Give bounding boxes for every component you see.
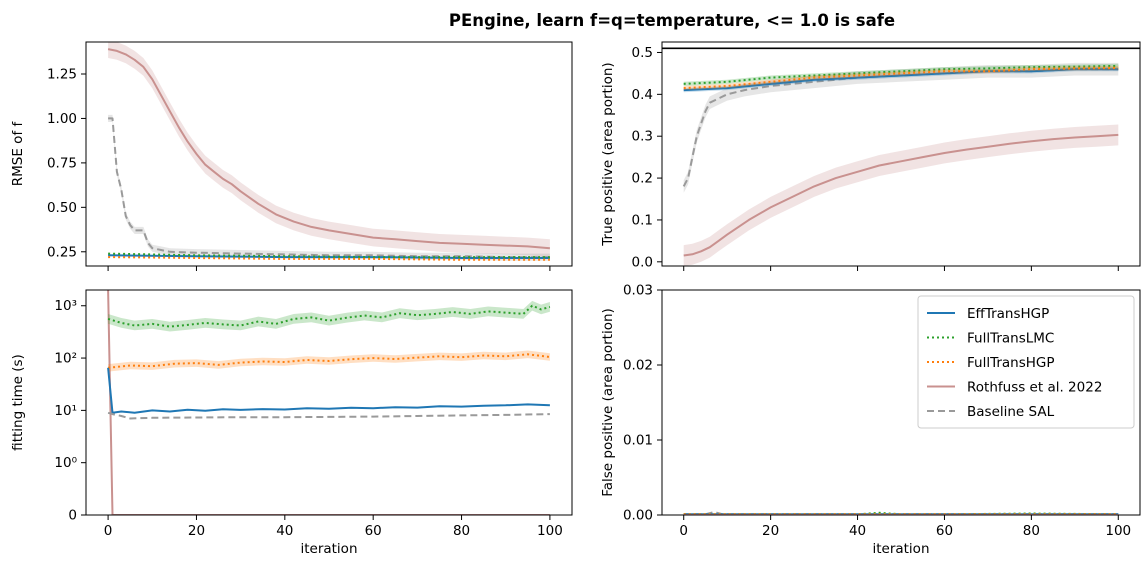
y-tick-label: 0.01: [623, 433, 653, 449]
y-tick-label: 0.03: [623, 283, 653, 299]
plot-area: [86, 42, 572, 266]
series-line-fulltranshgp: [107, 353, 551, 369]
axes-frame: [85, 289, 573, 516]
x-tick-label: 80: [1023, 523, 1040, 539]
y-tick-label: 0.50: [47, 200, 77, 216]
y-tick-label: 0.1: [632, 212, 653, 228]
y-tick-label: 1.25: [47, 67, 77, 83]
y-tick-label: 0.0: [632, 254, 653, 270]
y-axis-label: fitting time (s): [10, 354, 26, 451]
y-tick-label: 0.75: [47, 155, 77, 171]
series-line-efftranshgp: [683, 68, 1119, 92]
x-axis-label: iteration: [872, 541, 929, 557]
y-tick-label: 0.5: [632, 45, 653, 61]
panel-top-right: 0.0 0.1 0.2 0.3 0.4 0.5 True positive (area po…: [600, 41, 1141, 271]
series-line-rothfuss-et-al-2022: [683, 133, 1119, 257]
y-axis-label: False positive (area portion): [600, 308, 616, 497]
x-tick-label: 100: [537, 523, 563, 539]
band-baseline-sal: [108, 114, 550, 261]
x-tick-label: 0: [679, 523, 688, 539]
x-tick-label: 20: [188, 523, 205, 539]
y-tick-label: 0.4: [632, 87, 653, 103]
plot-series: [662, 47, 1140, 266]
legend-box: [917, 295, 1135, 429]
band-fulltranshgp: [683, 65, 1119, 91]
legend-label-efftranshgp: EffTransHGP: [967, 306, 1049, 322]
series-line-fulltranshgp: [108, 256, 550, 261]
legend-label-fulltranslmc: FullTransLMC: [967, 331, 1054, 347]
legend: EffTransHGP FullTransLMC FullTransHGP Rothf…: [917, 295, 1135, 429]
x-tick-label: 100: [1105, 523, 1131, 539]
panel-top-left: 0.25 0.50 0.75 1.00 1.25 RMSE of f: [10, 41, 573, 271]
y-tick-label: 0.02: [623, 358, 653, 374]
y-tick-label: 0.2: [632, 171, 653, 187]
series-line-fulltranslmc: [108, 252, 550, 259]
y-tick-label: 10⁰: [54, 455, 77, 471]
plot-area: [662, 42, 1140, 266]
y-tick-label: 0.00: [623, 508, 653, 524]
y-tick-label: 1.00: [47, 111, 77, 127]
x-tick-label: 40: [849, 523, 866, 539]
y-tick-label: 10³: [54, 298, 77, 314]
legend-label-baseline-sal: Baseline SAL: [967, 404, 1055, 420]
axes-frame: [85, 41, 573, 267]
y-tick-label: 0.3: [632, 129, 653, 145]
x-axis-label: iteration: [300, 541, 357, 557]
series-line-baseline-sal: [107, 411, 550, 420]
series-line-efftranshgp: [107, 367, 550, 414]
y-axis-label: True positive (area portion): [600, 62, 616, 246]
band-rothfuss-et-al-2022: [108, 42, 550, 258]
y-tick-label: 10¹: [54, 403, 77, 419]
y-axis-label: RMSE of f: [10, 121, 26, 187]
band-rothfuss-et-al-2022: [683, 124, 1119, 266]
series-line-fulltranslmc: [107, 304, 551, 328]
x-tick-label: 80: [453, 523, 470, 539]
x-tick-label: 60: [365, 523, 382, 539]
plot-series: [107, 290, 551, 515]
x-tick-label: 60: [936, 523, 953, 539]
axes-frame: [661, 41, 1141, 267]
x-tick-label: 40: [276, 523, 293, 539]
x-tick-label: 20: [762, 523, 779, 539]
axes-frame: [661, 289, 1141, 516]
legend-label-fulltranshgp: FullTransHGP: [967, 355, 1055, 371]
series-line-rothfuss-et-al-2022: [107, 290, 550, 515]
figure-title: PEngine, learn f=q=temperature, <= 1.0 i…: [449, 11, 895, 30]
series-line-rothfuss-et-al-2022: [107, 48, 550, 250]
series-line-baseline-sal: [108, 117, 550, 259]
y-tick-label: 10²: [54, 351, 77, 367]
x-tick-label: 0: [104, 523, 113, 539]
legend-label-rothfuss-et-al-2022: Rothfuss et al. 2022: [967, 380, 1102, 396]
y-tick-label: 0: [68, 508, 77, 524]
plot-series: [107, 42, 550, 261]
band-efftranshgp: [683, 67, 1119, 93]
plot-area: [86, 290, 572, 515]
panel-bottom-left: 0 20 40 60 80 100 0 10⁰ 10¹ 10² 10³ iteration fittin…: [10, 289, 573, 557]
y-tick-label: 0.25: [47, 244, 77, 260]
plot-series: [683, 511, 1119, 515]
